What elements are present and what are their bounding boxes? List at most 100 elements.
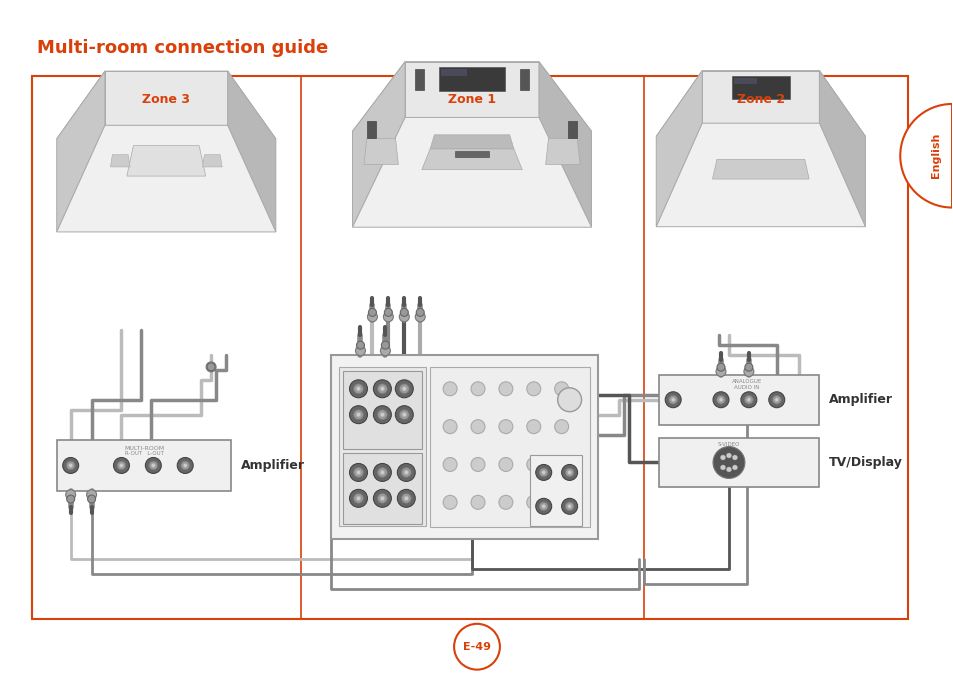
Circle shape — [567, 504, 571, 508]
Circle shape — [561, 498, 577, 514]
Circle shape — [399, 410, 409, 420]
Circle shape — [381, 341, 389, 349]
Polygon shape — [105, 71, 228, 126]
Circle shape — [373, 489, 391, 508]
Circle shape — [471, 420, 484, 433]
Circle shape — [526, 420, 540, 433]
Circle shape — [349, 380, 367, 398]
Text: Amplifier: Amplifier — [827, 394, 892, 406]
Circle shape — [498, 495, 513, 510]
Circle shape — [349, 464, 367, 481]
Circle shape — [69, 464, 72, 468]
Circle shape — [349, 489, 367, 508]
Text: Zone 2: Zone 2 — [736, 93, 784, 106]
Circle shape — [368, 308, 376, 317]
Circle shape — [377, 493, 387, 504]
Circle shape — [354, 384, 363, 394]
Circle shape — [772, 396, 781, 404]
Circle shape — [498, 420, 513, 433]
Circle shape — [538, 502, 548, 511]
Circle shape — [404, 496, 408, 501]
Circle shape — [561, 464, 577, 481]
Circle shape — [526, 495, 540, 510]
Circle shape — [541, 470, 545, 475]
Polygon shape — [545, 138, 579, 165]
Bar — [455, 151, 488, 157]
Circle shape — [498, 382, 513, 396]
Bar — [529, 454, 581, 526]
Circle shape — [554, 382, 568, 396]
Circle shape — [712, 392, 728, 408]
Circle shape — [63, 458, 78, 473]
Bar — [415, 69, 424, 90]
Circle shape — [355, 346, 365, 356]
Text: TV/Display: TV/Display — [827, 456, 902, 469]
Circle shape — [396, 489, 415, 508]
Circle shape — [725, 467, 731, 472]
Polygon shape — [421, 148, 521, 169]
Circle shape — [454, 624, 499, 670]
Polygon shape — [202, 155, 222, 167]
Circle shape — [743, 367, 753, 377]
Circle shape — [181, 461, 190, 470]
Polygon shape — [656, 71, 701, 227]
Circle shape — [564, 502, 574, 511]
Polygon shape — [819, 71, 864, 227]
Circle shape — [716, 396, 724, 404]
Bar — [659, 437, 818, 487]
Circle shape — [373, 464, 391, 481]
Circle shape — [746, 398, 750, 402]
Circle shape — [541, 504, 545, 508]
Circle shape — [145, 458, 161, 473]
Circle shape — [725, 453, 731, 458]
Circle shape — [401, 387, 406, 391]
Circle shape — [498, 458, 513, 471]
Circle shape — [355, 387, 360, 391]
Circle shape — [719, 398, 722, 402]
Polygon shape — [405, 61, 538, 117]
Polygon shape — [656, 71, 864, 136]
Circle shape — [149, 461, 157, 470]
Circle shape — [401, 412, 406, 417]
Circle shape — [743, 396, 753, 404]
Circle shape — [383, 312, 393, 322]
Bar — [731, 76, 789, 99]
Circle shape — [66, 489, 75, 500]
Polygon shape — [127, 146, 206, 176]
Polygon shape — [712, 159, 808, 179]
Circle shape — [119, 464, 123, 468]
Circle shape — [349, 406, 367, 424]
Circle shape — [564, 468, 574, 477]
Circle shape — [668, 396, 677, 404]
Circle shape — [355, 496, 360, 501]
Circle shape — [379, 412, 384, 417]
Circle shape — [443, 458, 456, 471]
Circle shape — [207, 363, 214, 371]
Polygon shape — [430, 135, 514, 148]
Text: R-OUT   L-OUT: R-OUT L-OUT — [125, 450, 164, 456]
Circle shape — [395, 406, 413, 424]
Circle shape — [744, 363, 752, 371]
Text: ANALOGUE: ANALOGUE — [731, 379, 761, 384]
Circle shape — [113, 458, 130, 473]
Circle shape — [740, 392, 756, 408]
Bar — [342, 371, 422, 449]
Bar — [338, 367, 426, 526]
Circle shape — [416, 308, 424, 317]
Circle shape — [554, 458, 568, 471]
Circle shape — [87, 489, 96, 500]
Circle shape — [152, 464, 155, 468]
Circle shape — [768, 392, 784, 408]
Text: Zone 1: Zone 1 — [448, 93, 496, 106]
Circle shape — [356, 341, 364, 349]
Circle shape — [354, 493, 363, 504]
Circle shape — [554, 495, 568, 510]
Circle shape — [720, 465, 724, 470]
Circle shape — [664, 392, 680, 408]
Circle shape — [404, 470, 408, 475]
Circle shape — [377, 468, 387, 477]
Bar — [331, 355, 597, 539]
Bar — [733, 78, 756, 84]
Text: S-VIDEO: S-VIDEO — [717, 441, 740, 447]
Polygon shape — [353, 117, 591, 227]
